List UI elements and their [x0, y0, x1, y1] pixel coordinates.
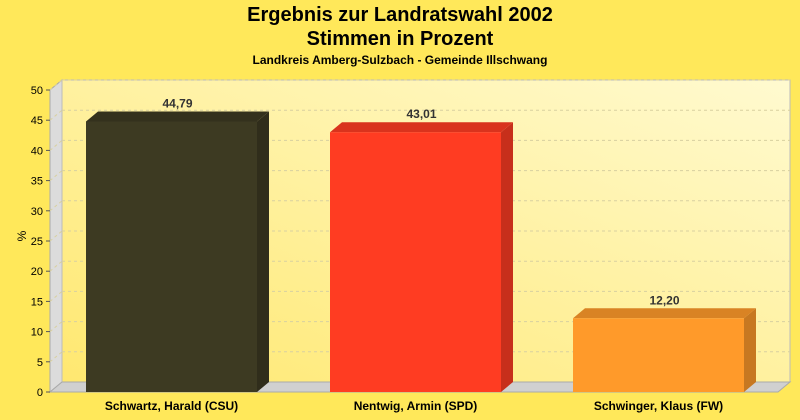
x-tick-label: Schwartz, Harald (CSU)	[105, 399, 238, 413]
bar-side	[501, 122, 513, 392]
data-label: 44,79	[162, 96, 192, 110]
gridline-side	[49, 230, 63, 242]
y-tick-label: 45	[31, 115, 43, 127]
x-tick-label: Schwinger, Klaus (FW)	[594, 399, 723, 413]
chart-title: Ergebnis zur Landratswahl 2002	[247, 4, 553, 26]
y-tick-label: 10	[31, 327, 43, 339]
y-tick-label: 35	[31, 176, 43, 188]
gridline-side	[49, 351, 63, 363]
y-tick-label: 0	[37, 387, 43, 399]
gridline-side	[49, 291, 63, 302]
y-tick-label: 30	[31, 206, 43, 218]
bar	[573, 318, 744, 392]
gridline-side	[49, 170, 63, 181]
gridline-side	[49, 79, 63, 91]
gridline-side	[49, 260, 63, 272]
gridline-side	[49, 109, 63, 121]
gridline-side	[49, 321, 63, 332]
y-tick-label: 5	[37, 357, 43, 369]
bar-top	[330, 122, 513, 133]
gridline-side	[49, 140, 63, 151]
chart-subtitle-location: Landkreis Amberg-Sulzbach - Gemeinde Ill…	[252, 53, 548, 67]
bar	[86, 121, 257, 393]
gridline-side	[49, 200, 63, 212]
bar-top	[573, 308, 756, 319]
bar-side	[744, 308, 756, 392]
bar-top	[86, 111, 269, 122]
y-axis-label: %	[15, 230, 29, 241]
y-tick-label: 25	[31, 236, 43, 248]
y-tick-label: 15	[31, 296, 43, 308]
chart-subtitle: Stimmen in Prozent	[306, 28, 494, 50]
data-label: 12,20	[649, 293, 679, 307]
y-tick-label: 50	[31, 85, 43, 97]
x-tick-label: Nentwig, Armin (SPD)	[354, 399, 478, 413]
bar-side	[257, 111, 269, 393]
y-tick-label: 40	[31, 145, 43, 157]
data-label: 43,01	[406, 107, 436, 121]
bar	[330, 132, 501, 392]
y-tick-label: 20	[31, 266, 43, 278]
